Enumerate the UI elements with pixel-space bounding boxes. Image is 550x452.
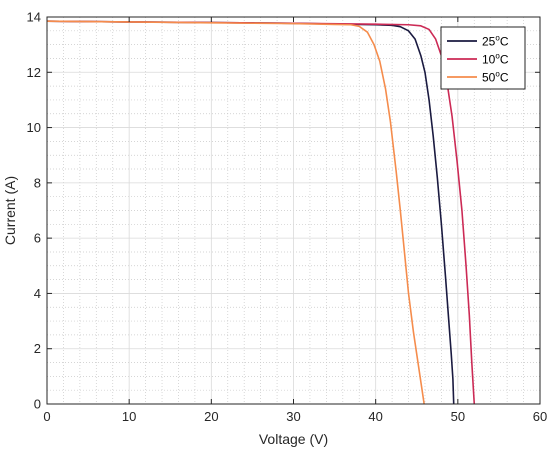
- x-tick-label: 10: [122, 409, 136, 424]
- x-tick-label: 50: [451, 409, 465, 424]
- y-axis-title: Current (A): [2, 176, 18, 245]
- axis-ticks: [46, 16, 541, 405]
- x-tick-label: 20: [204, 409, 218, 424]
- legend-label-25c: 25oC: [482, 34, 509, 49]
- y-tick-label: 4: [34, 286, 41, 301]
- legend-label-10c: 10oC: [482, 52, 509, 67]
- y-tick-label: 0: [34, 397, 41, 412]
- x-tick-label: 60: [533, 409, 547, 424]
- series-line-50c: [46, 20, 425, 405]
- x-axis-title: Voltage (V): [259, 431, 328, 447]
- legend-label-50c: 50oC: [482, 70, 509, 85]
- y-tick-label: 2: [34, 341, 41, 356]
- y-tick-label: 6: [34, 231, 41, 246]
- x-tick-label: 40: [368, 409, 382, 424]
- x-tick-label: 30: [286, 409, 300, 424]
- x-tick-labels: 0 10 20 30 40 50 60: [43, 409, 547, 424]
- y-tick-label: 14: [27, 10, 41, 25]
- legend-box: [440, 26, 526, 90]
- y-tick-label: 10: [27, 120, 41, 135]
- y-tick-label: 8: [34, 175, 41, 190]
- legend: 25oC 10oC 50oC: [440, 26, 526, 90]
- x-tick-label: 0: [43, 409, 50, 424]
- y-tick-label: 12: [27, 65, 41, 80]
- y-tick-labels: 0 2 4 6 8 10 12 14: [27, 10, 41, 412]
